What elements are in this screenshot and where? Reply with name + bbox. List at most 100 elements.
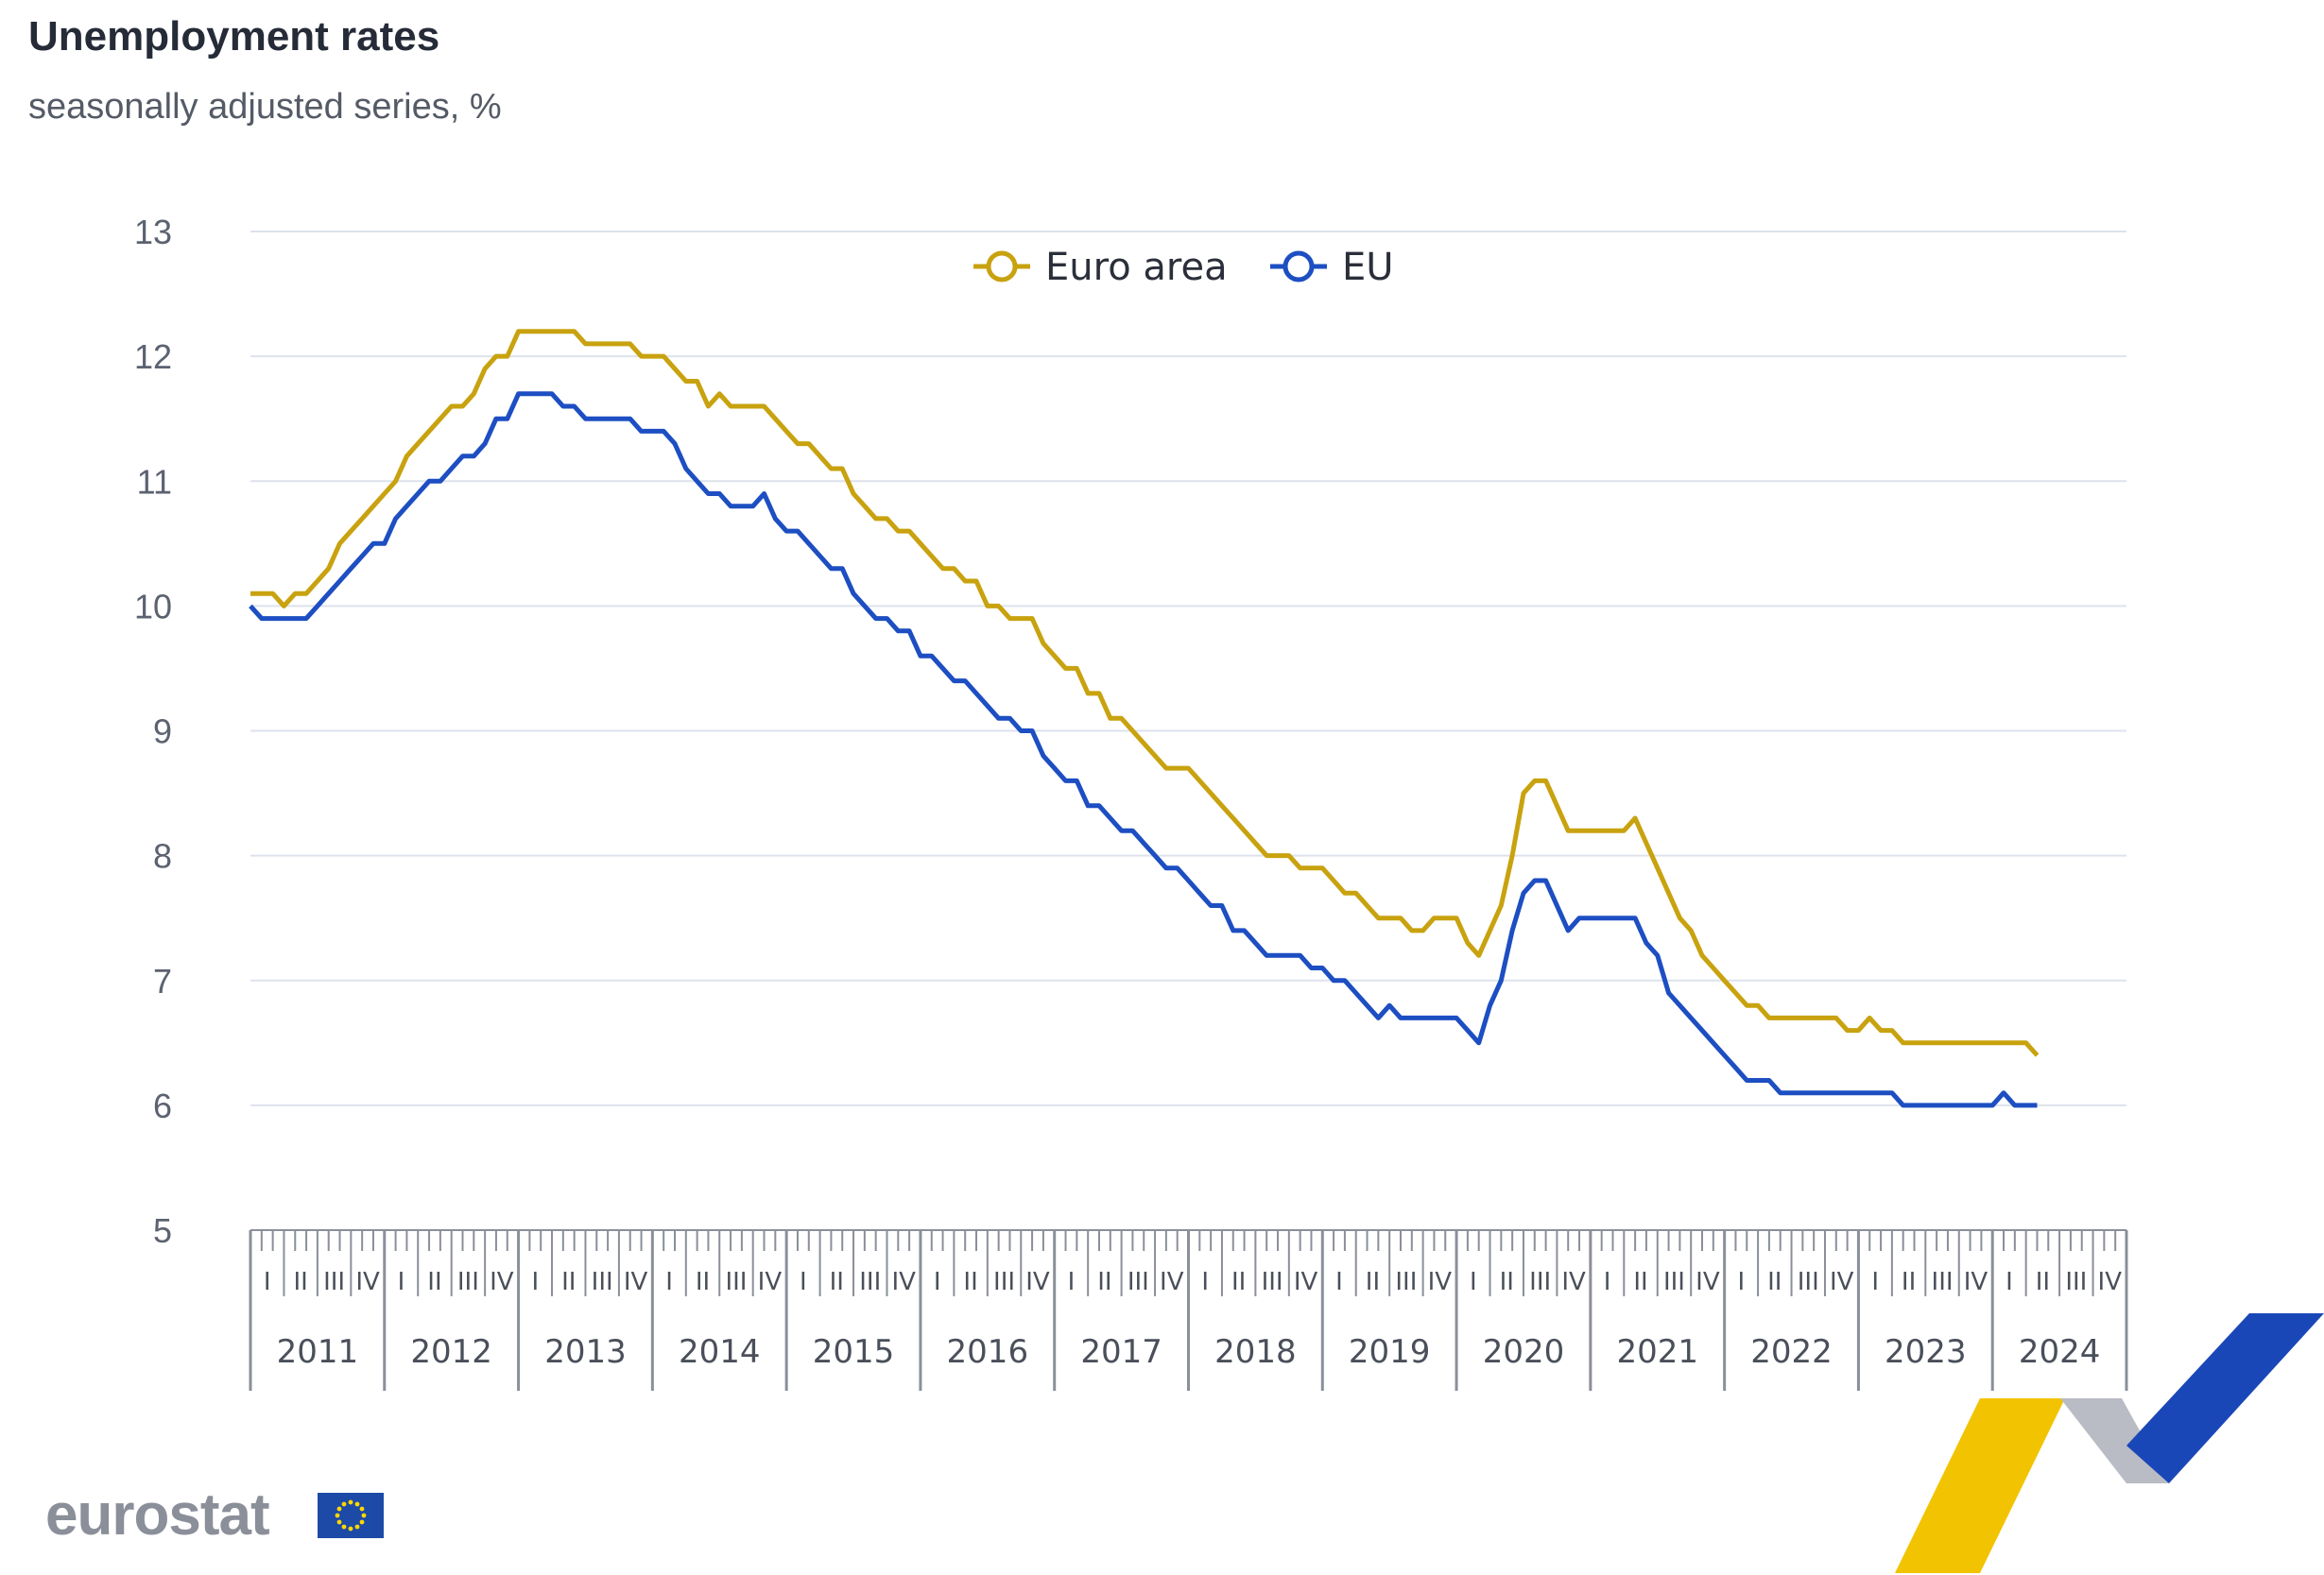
legend[interactable]: Euro area EU bbox=[973, 246, 1394, 289]
quarter-label: II bbox=[830, 1268, 844, 1296]
quarter-label: IV bbox=[891, 1268, 916, 1296]
quarter-label: II bbox=[1500, 1268, 1514, 1296]
eurostat-logo: eurostat bbox=[45, 1482, 270, 1548]
quarter-label: I bbox=[1470, 1268, 1477, 1296]
quarter-label: II bbox=[1366, 1268, 1380, 1296]
eurostat-decoration bbox=[1895, 1313, 2324, 1573]
quarter-label: I bbox=[1738, 1268, 1746, 1296]
quarter-label: III bbox=[2065, 1268, 2087, 1296]
y-tick-label: 10 bbox=[134, 587, 172, 625]
y-tick-label: 7 bbox=[153, 962, 172, 1001]
quarter-label: III bbox=[1932, 1268, 1954, 1296]
year-label: 2019 bbox=[1349, 1333, 1431, 1371]
chart-title: Unemployment rates bbox=[28, 13, 440, 60]
quarter-label: IV bbox=[1294, 1268, 1318, 1296]
legend-label: Euro area bbox=[1045, 246, 1228, 289]
quarter-label: IV bbox=[1025, 1268, 1050, 1296]
y-tick-label: 11 bbox=[137, 462, 172, 501]
y-axis-ticks: 5 6 7 8 9 10 11 12 13 bbox=[134, 213, 172, 1250]
y-tick-label: 12 bbox=[134, 337, 172, 376]
quarter-label: I bbox=[1068, 1268, 1076, 1296]
quarter-label: IV bbox=[758, 1268, 783, 1296]
quarter-label: I bbox=[1871, 1268, 1879, 1296]
year-label: 2022 bbox=[1750, 1333, 1833, 1371]
year-label: 2015 bbox=[813, 1333, 895, 1371]
quarter-label: IV bbox=[1696, 1268, 1720, 1296]
quarter-label: III bbox=[725, 1268, 747, 1296]
year-label: 2014 bbox=[679, 1333, 761, 1371]
year-label: 2020 bbox=[1483, 1333, 1565, 1371]
quarter-label: I bbox=[1335, 1268, 1343, 1296]
year-label: 2011 bbox=[277, 1333, 359, 1371]
series-line-eu bbox=[249, 391, 2038, 1108]
chart-subtitle: seasonally adjusted series, % bbox=[28, 87, 502, 127]
year-label: 2023 bbox=[1885, 1333, 1967, 1371]
legend-marker bbox=[1283, 250, 1315, 282]
year-label: 2013 bbox=[544, 1333, 627, 1371]
y-tick-label: 13 bbox=[134, 213, 172, 251]
quarter-label: I bbox=[800, 1268, 807, 1296]
quarter-label: I bbox=[665, 1268, 673, 1296]
quarter-label: I bbox=[531, 1268, 539, 1296]
quarter-label: IV bbox=[490, 1268, 514, 1296]
quarter-label: III bbox=[1529, 1268, 1551, 1296]
quarter-label: III bbox=[859, 1268, 881, 1296]
quarter-label: III bbox=[993, 1268, 1015, 1296]
quarter-label: IV bbox=[1428, 1268, 1453, 1296]
quarter-label: IV bbox=[2098, 1268, 2123, 1296]
eu-flag-icon bbox=[318, 1493, 384, 1538]
quarter-label: III bbox=[1262, 1268, 1283, 1296]
quarter-label: III bbox=[1663, 1268, 1685, 1296]
quarter-label: II bbox=[293, 1268, 307, 1296]
quarter-label: III bbox=[1395, 1268, 1417, 1296]
quarter-label: II bbox=[696, 1268, 710, 1296]
quarter-label: IV bbox=[1561, 1268, 1586, 1296]
year-label: 2016 bbox=[947, 1333, 1029, 1371]
year-label: 2024 bbox=[2019, 1333, 2101, 1371]
quarter-label: III bbox=[1128, 1268, 1149, 1296]
quarter-label: III bbox=[592, 1268, 613, 1296]
deco-blue-stripe bbox=[2126, 1313, 2324, 1483]
y-tick-label: 9 bbox=[153, 712, 172, 751]
y-tick-label: 6 bbox=[153, 1087, 172, 1125]
grid-lines bbox=[250, 231, 2126, 1106]
series-line-euro-area bbox=[250, 329, 2040, 1057]
deco-grey-stripe bbox=[2060, 1398, 2169, 1483]
quarter-label: II bbox=[1767, 1268, 1782, 1296]
year-label: 2017 bbox=[1080, 1333, 1162, 1371]
quarter-label: I bbox=[1201, 1268, 1209, 1296]
year-label: 2012 bbox=[410, 1333, 492, 1371]
quarter-label: IV bbox=[624, 1268, 648, 1296]
quarter-label: III bbox=[323, 1268, 345, 1296]
quarter-label: II bbox=[963, 1268, 977, 1296]
series-lines bbox=[249, 329, 2040, 1108]
quarter-label: II bbox=[1902, 1268, 1916, 1296]
quarter-label: I bbox=[934, 1268, 941, 1296]
quarter-label: II bbox=[561, 1268, 576, 1296]
quarter-label: I bbox=[2006, 1268, 2013, 1296]
deco-yellow-stripe bbox=[1895, 1398, 2065, 1573]
legend-marker bbox=[986, 250, 1018, 282]
quarter-label: I bbox=[398, 1268, 405, 1296]
quarter-label: III bbox=[1798, 1268, 1819, 1296]
year-label: 2021 bbox=[1616, 1333, 1698, 1371]
quarter-label: IV bbox=[1830, 1268, 1854, 1296]
quarter-label: II bbox=[1633, 1268, 1647, 1296]
y-tick-label: 5 bbox=[153, 1211, 172, 1250]
quarter-label: II bbox=[1097, 1268, 1111, 1296]
eu-stars bbox=[335, 1499, 367, 1532]
quarter-label: II bbox=[2036, 1268, 2050, 1296]
quarter-label: IV bbox=[1964, 1268, 1988, 1296]
y-tick-label: 8 bbox=[153, 837, 172, 876]
legend-item-euro-area[interactable]: Euro area bbox=[973, 246, 1228, 289]
legend-item-eu[interactable]: EU bbox=[1270, 246, 1394, 289]
quarter-label: IV bbox=[355, 1268, 380, 1296]
quarter-label: III bbox=[457, 1268, 479, 1296]
quarter-label: I bbox=[264, 1268, 271, 1296]
quarter-label: II bbox=[1231, 1268, 1246, 1296]
quarter-label: IV bbox=[1160, 1268, 1184, 1296]
quarter-label: II bbox=[427, 1268, 441, 1296]
legend-label: EU bbox=[1342, 246, 1394, 289]
